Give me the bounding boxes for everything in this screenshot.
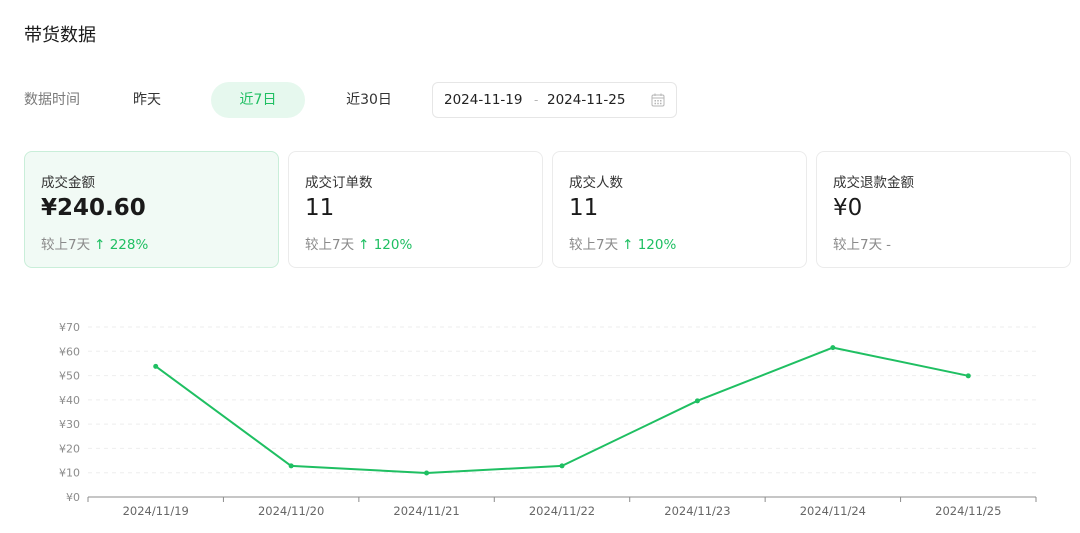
metric-compare: 较上7天 - — [833, 233, 891, 253]
metric-card-orders[interactable]: 成交订单数 11 较上7天 ↑ 120% — [288, 151, 543, 268]
date-end-input[interactable]: 2024-11-25 — [547, 92, 626, 108]
metric-value: ¥0 — [833, 195, 863, 221]
metric-value: 11 — [305, 195, 335, 221]
y-tick-label: ¥20 — [59, 442, 80, 455]
metric-change: ↑ 120% — [622, 237, 677, 253]
x-tick-label: 2024/11/20 — [258, 504, 324, 518]
metric-compare-label: 较上7天 — [833, 237, 883, 253]
metric-label: 成交退款金额 — [833, 175, 914, 191]
metric-change: ↑ 120% — [358, 237, 413, 253]
metric-label: 成交金额 — [41, 175, 95, 191]
data-point — [559, 463, 565, 469]
metric-compare-label: 较上7天 — [569, 237, 619, 253]
metric-compare: 较上7天 ↑ 120% — [305, 233, 412, 253]
filter-option-last-7-days[interactable]: 近7日 — [211, 82, 305, 118]
data-point — [424, 470, 430, 476]
metric-label: 成交人数 — [569, 175, 623, 191]
metric-value: 11 — [569, 195, 599, 221]
metric-card-buyers[interactable]: 成交人数 11 较上7天 ↑ 120% — [552, 151, 807, 268]
data-point — [830, 345, 836, 351]
metric-compare-label: 较上7天 — [305, 237, 355, 253]
series-line — [155, 346, 969, 474]
date-filter-bar: 数据时间 昨天 近7日 近30日 2024-11-19 - 2024-11-25 — [24, 82, 724, 118]
y-tick-label: ¥70 — [59, 321, 80, 334]
metric-card-gmv[interactable]: 成交金额 ¥240.60 较上7天 ↑ 228% — [24, 151, 279, 268]
calendar-icon[interactable] — [651, 93, 665, 107]
x-tick-label: 2024/11/24 — [800, 504, 866, 518]
date-separator: - — [534, 93, 539, 107]
filter-option-last-30-days[interactable]: 近30日 — [346, 92, 392, 108]
x-tick-label: 2024/11/25 — [935, 504, 1001, 518]
metric-compare-label: 较上7天 — [41, 237, 91, 253]
y-tick-label: ¥30 — [59, 418, 80, 431]
y-tick-label: ¥50 — [59, 370, 80, 383]
metric-value: ¥240.60 — [41, 195, 146, 221]
y-tick-label: ¥60 — [59, 345, 80, 358]
y-tick-label: ¥10 — [59, 467, 80, 480]
metric-label: 成交订单数 — [305, 175, 373, 191]
data-point — [965, 373, 971, 379]
metric-card-refund[interactable]: 成交退款金额 ¥0 较上7天 - — [816, 151, 1071, 268]
y-tick-label: ¥0 — [66, 491, 80, 504]
filter-label: 数据时间 — [24, 92, 80, 108]
metric-change: ↑ 228% — [94, 237, 149, 253]
metric-compare: 较上7天 ↑ 120% — [569, 233, 676, 253]
filter-option-yesterday[interactable]: 昨天 — [133, 92, 161, 108]
metric-compare: 较上7天 ↑ 228% — [41, 233, 148, 253]
x-tick-label: 2024/11/22 — [529, 504, 595, 518]
y-tick-label: ¥40 — [59, 394, 80, 407]
date-range-picker[interactable]: 2024-11-19 - 2024-11-25 — [432, 82, 677, 118]
x-tick-label: 2024/11/23 — [664, 504, 730, 518]
x-tick-label: 2024/11/21 — [393, 504, 459, 518]
data-point — [153, 363, 159, 369]
data-point — [694, 398, 700, 404]
date-start-input[interactable]: 2024-11-19 — [444, 92, 523, 108]
data-point — [288, 463, 294, 469]
x-tick-label: 2024/11/19 — [123, 504, 189, 518]
trend-line-chart: ¥0 ¥10 ¥20 ¥30 ¥40 ¥50 ¥60 ¥70 2024/11/19 2024/11… — [59, 321, 1037, 518]
metric-change-neutral: - — [886, 237, 891, 253]
page-title: 带货数据 — [24, 25, 96, 46]
